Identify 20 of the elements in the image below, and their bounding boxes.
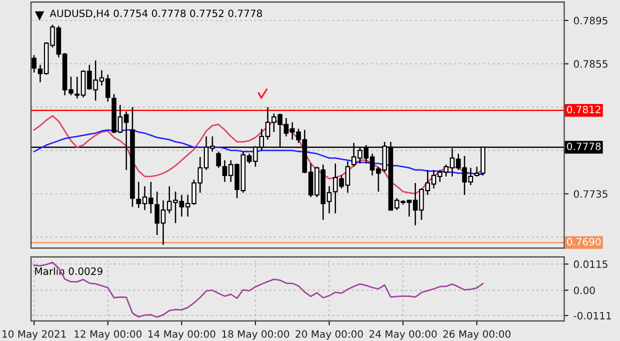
x-tick-label: 10 May 2021 [2,330,66,340]
x-tick-label: 18 May 00:00 [222,330,290,340]
x-tick-label: 12 May 00:00 [74,330,142,340]
text: AUDUSD,H4 0.7754 0.7778 0.7752 0.7778 [50,10,262,18]
y-tick-label: -0.0111 [574,312,611,320]
ref-line-label: 0.7690 [566,238,601,246]
y-tick-label: 0.7735 [574,190,608,198]
candlestick [32,54,36,74]
y-tick-label: 0.0115 [574,260,608,268]
x-tick-label: 24 May 00:00 [369,330,437,340]
y-tick-label: 0.7895 [574,16,608,24]
line-series [33,262,484,318]
candlestick [216,150,221,168]
y-tick-label: 0.7855 [574,60,608,68]
x-tick-label: 14 May 00:00 [148,330,216,340]
y-tick-label: 0.00 [574,286,595,294]
x-tick-label: 26 May 00:00 [443,330,510,340]
ref-line-label: 0.7812 [566,106,600,114]
x-tick-label: 20 May 00:00 [296,330,363,340]
ref-line-label: 0.7778 [566,142,601,150]
